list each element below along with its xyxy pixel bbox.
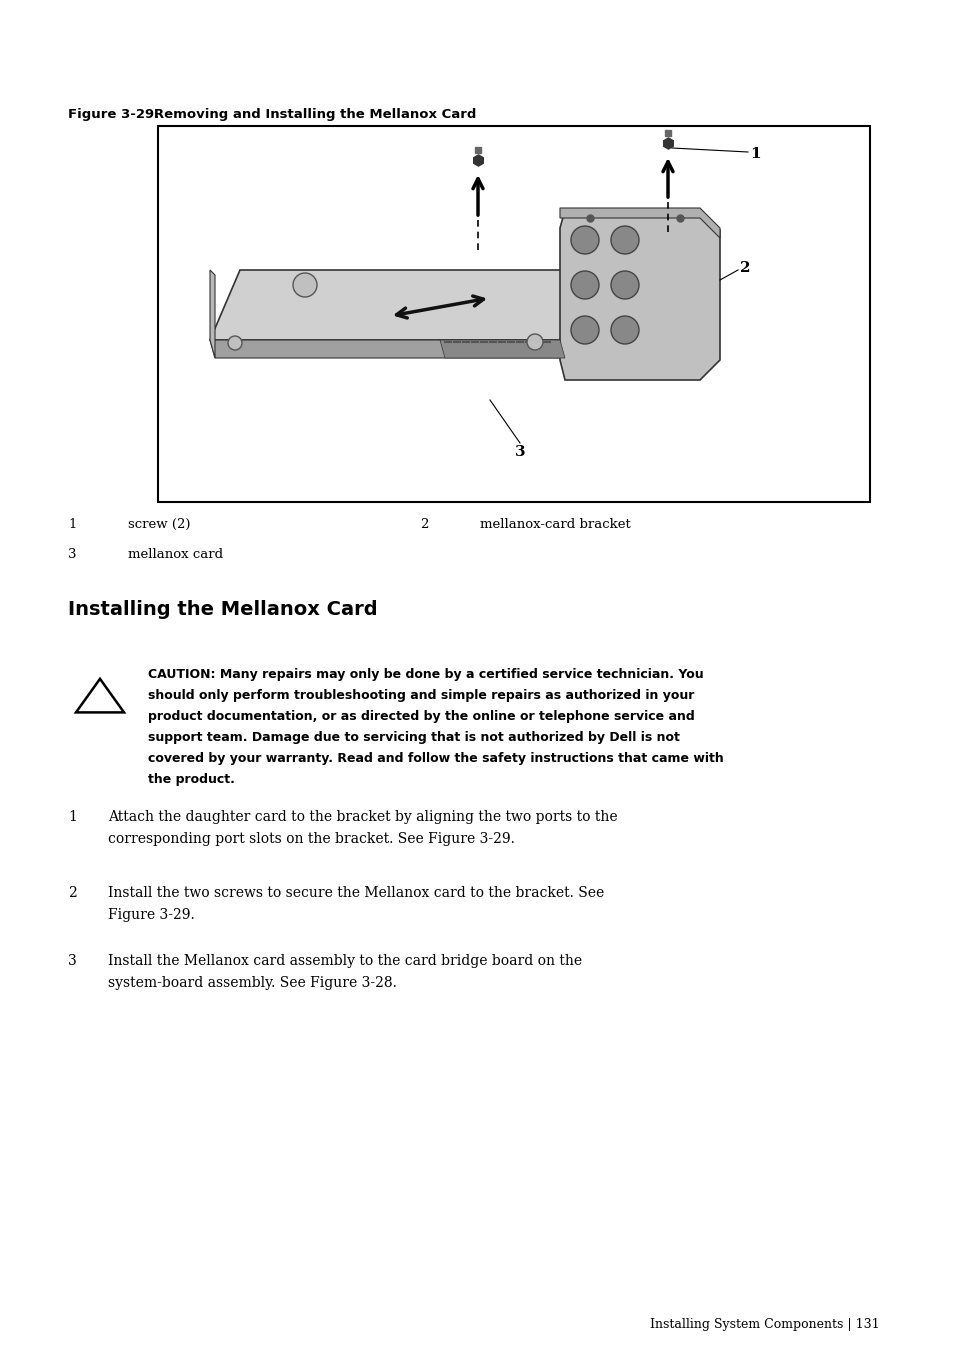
- Text: Install the Mellanox card assembly to the card bridge board on the: Install the Mellanox card assembly to th…: [108, 955, 581, 968]
- Polygon shape: [210, 269, 214, 357]
- Text: Attach the daughter card to the bracket by aligning the two ports to the: Attach the daughter card to the bracket …: [108, 810, 617, 825]
- Circle shape: [610, 271, 639, 299]
- Circle shape: [571, 271, 598, 299]
- Circle shape: [571, 315, 598, 344]
- Text: 1: 1: [68, 810, 77, 825]
- Text: support team. Damage due to servicing that is not authorized by Dell is not: support team. Damage due to servicing th…: [148, 731, 679, 743]
- Text: covered by your warranty. Read and follow the safety instructions that came with: covered by your warranty. Read and follo…: [148, 751, 723, 765]
- Polygon shape: [439, 340, 564, 357]
- Text: 3: 3: [515, 445, 525, 459]
- Polygon shape: [76, 678, 124, 712]
- Text: 2: 2: [419, 519, 428, 531]
- Circle shape: [228, 336, 242, 349]
- Text: CAUTION: Many repairs may only be done by a certified service technician. You: CAUTION: Many repairs may only be done b…: [148, 668, 703, 681]
- Text: should only perform troubleshooting and simple repairs as authorized in your: should only perform troubleshooting and …: [148, 689, 694, 701]
- Polygon shape: [210, 269, 589, 340]
- Text: 2: 2: [68, 886, 76, 900]
- Text: mellanox card: mellanox card: [128, 548, 223, 561]
- Text: screw (2): screw (2): [128, 519, 191, 531]
- Text: 3: 3: [68, 548, 76, 561]
- Text: 1: 1: [749, 148, 760, 161]
- Circle shape: [571, 226, 598, 255]
- Text: Install the two screws to secure the Mellanox card to the bracket. See: Install the two screws to secure the Mel…: [108, 886, 603, 900]
- Text: 3: 3: [68, 955, 76, 968]
- Text: 1: 1: [68, 519, 76, 531]
- Text: Figure 3-29.: Figure 3-29.: [108, 909, 194, 922]
- Bar: [158, 126, 869, 502]
- Text: Installing the Mellanox Card: Installing the Mellanox Card: [68, 600, 377, 619]
- Text: Removing and Installing the Mellanox Card: Removing and Installing the Mellanox Car…: [140, 108, 476, 121]
- Polygon shape: [559, 210, 720, 380]
- Text: product documentation, or as directed by the online or telephone service and: product documentation, or as directed by…: [148, 709, 694, 723]
- Circle shape: [610, 226, 639, 255]
- Circle shape: [526, 334, 542, 349]
- Text: system-board assembly. See Figure 3-28.: system-board assembly. See Figure 3-28.: [108, 976, 396, 990]
- Text: Installing System Components | 131: Installing System Components | 131: [650, 1317, 879, 1331]
- Text: mellanox-card bracket: mellanox-card bracket: [479, 519, 630, 531]
- Polygon shape: [559, 209, 720, 238]
- Circle shape: [610, 315, 639, 344]
- Text: 2: 2: [740, 261, 750, 275]
- Text: the product.: the product.: [148, 773, 234, 787]
- Circle shape: [293, 274, 316, 297]
- Polygon shape: [210, 340, 564, 357]
- Text: Figure 3-29.: Figure 3-29.: [68, 108, 159, 121]
- Text: corresponding port slots on the bracket. See Figure 3-29.: corresponding port slots on the bracket.…: [108, 831, 515, 846]
